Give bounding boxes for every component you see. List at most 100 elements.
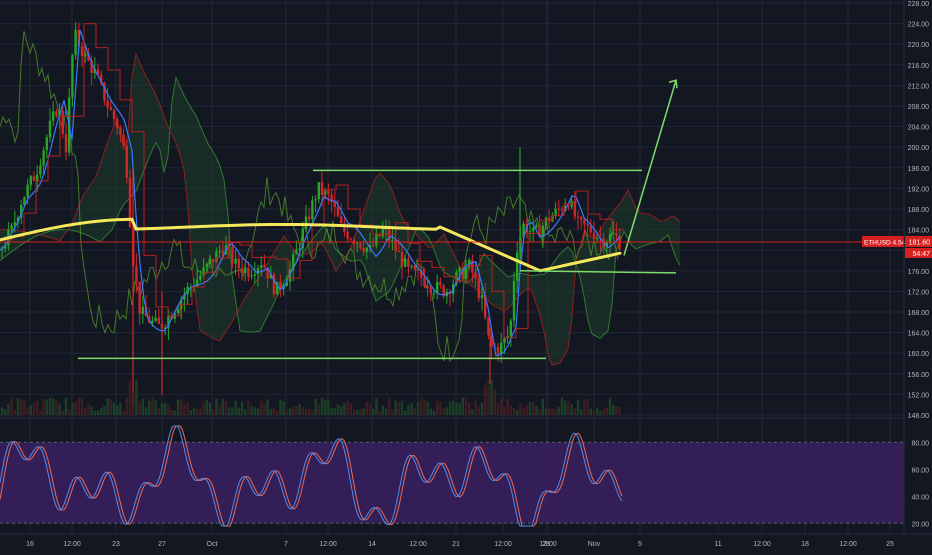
- volume-bar: [244, 409, 247, 415]
- volume-bar: [423, 399, 426, 415]
- volume-bar: [212, 409, 215, 415]
- y-tick-label: 184.00: [908, 228, 930, 235]
- volume-bar: [583, 399, 586, 415]
- volume-bar: [160, 402, 164, 415]
- y-tick-label: 160.00: [908, 351, 930, 358]
- candle-body: [0, 248, 4, 251]
- candle-body: [490, 334, 493, 347]
- candle-body: [612, 232, 615, 235]
- candle-body: [400, 251, 404, 267]
- volume-bar: [224, 400, 228, 415]
- volume-bar: [388, 398, 391, 415]
- volume-bar: [589, 408, 592, 415]
- breakout-support-line: [519, 270, 677, 274]
- y-tick-label: 220.00: [908, 42, 930, 49]
- volume-bar: [327, 399, 330, 415]
- volume-bar: [20, 399, 23, 415]
- volume-bar: [324, 400, 327, 415]
- volume-bar: [68, 409, 71, 415]
- candle-body: [71, 55, 74, 98]
- candle-body: [90, 60, 93, 74]
- candle-body: [512, 280, 516, 321]
- candle-body: [368, 244, 372, 248]
- volume-bar: [516, 410, 519, 415]
- volume-bar: [311, 410, 314, 415]
- volume-bar: [429, 408, 432, 415]
- candle-body: [221, 250, 224, 255]
- candle-body: [413, 265, 416, 270]
- candle-body: [554, 208, 557, 216]
- volume-bar: [96, 410, 100, 415]
- candle-body: [586, 224, 589, 226]
- candle-body: [618, 235, 621, 250]
- candle-body: [596, 238, 599, 240]
- volume-bar: [608, 397, 612, 415]
- candle-body: [461, 267, 464, 279]
- volume-bar: [231, 407, 234, 415]
- volume-bar: [500, 398, 503, 415]
- volume-bar: [487, 379, 490, 415]
- candle-body: [608, 234, 612, 242]
- volume-bar: [80, 398, 84, 415]
- candle-body: [573, 200, 576, 217]
- volume-bar: [189, 410, 192, 415]
- volume-bar: [228, 407, 231, 415]
- volume-bar: [493, 389, 496, 415]
- candlestick-series: [0, 22, 621, 405]
- candle-body: [423, 277, 426, 286]
- volume-bar: [84, 407, 87, 415]
- candle-body: [567, 206, 570, 208]
- volume-bar: [474, 399, 477, 415]
- x-tick-label: 12:00: [494, 541, 512, 548]
- candle-body: [324, 190, 327, 195]
- volume-bar: [269, 409, 272, 415]
- volume-bar: [151, 397, 154, 415]
- candle-body: [148, 316, 151, 323]
- ticker-label-box: [862, 235, 904, 247]
- x-tick-label: 27: [158, 541, 166, 548]
- candle-body: [253, 274, 256, 276]
- candle-body: [474, 272, 477, 279]
- volume-bar: [298, 403, 301, 415]
- candle-body: [500, 342, 503, 354]
- candle-body: [215, 251, 218, 263]
- x-tick-label: Nov: [588, 541, 601, 548]
- volume-bar: [125, 397, 128, 415]
- volume-bar: [576, 400, 580, 415]
- candle-body: [487, 317, 490, 335]
- volume-bar: [484, 385, 487, 415]
- y-tick-label: 208.00: [908, 104, 930, 111]
- volume-bar: [45, 399, 48, 415]
- candle-body: [119, 127, 122, 135]
- volume-bar: [359, 409, 362, 415]
- candle-body: [244, 267, 247, 273]
- cloud-fill: [0, 54, 680, 365]
- volume-bar: [263, 403, 266, 415]
- candle-body: [458, 267, 461, 273]
- candle-body: [365, 247, 368, 252]
- x-tick-label: 18: [801, 541, 809, 548]
- candle-body: [205, 263, 208, 267]
- volume-bar: [461, 397, 464, 415]
- volume-bar: [208, 403, 212, 415]
- ichimoku-cloud: [0, 52, 681, 366]
- volume-bar: [42, 398, 45, 415]
- volume-bar: [144, 407, 148, 415]
- candle-body: [199, 275, 202, 280]
- volume-bar: [0, 407, 4, 415]
- candle-body: [503, 338, 506, 343]
- volume-bar: [301, 407, 304, 415]
- candle-body: [375, 234, 378, 246]
- volume-bar: [170, 409, 173, 415]
- volume-bar: [426, 402, 429, 415]
- volume-bar: [560, 397, 564, 415]
- volume-bar: [384, 408, 388, 415]
- volume-bar: [61, 410, 64, 415]
- candle-body: [256, 267, 260, 275]
- candle-body: [125, 145, 128, 178]
- x-tick-label: 28: [542, 541, 550, 548]
- volume-bar: [138, 401, 141, 415]
- osc-y-tick-label: 40.00: [911, 494, 929, 501]
